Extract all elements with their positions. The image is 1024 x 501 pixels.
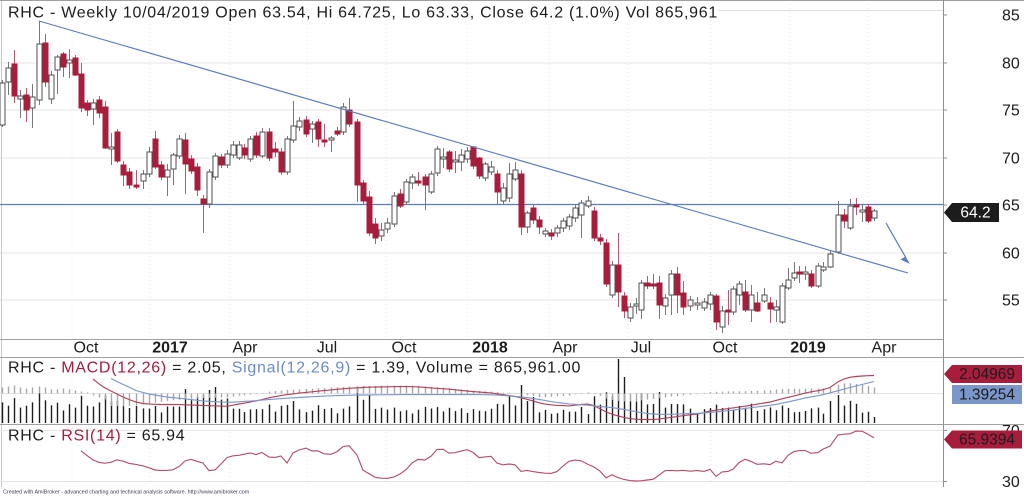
svg-text:Oct: Oct [74, 340, 99, 357]
svg-text:55: 55 [1002, 293, 1020, 310]
svg-text:Created with AmiBroker - advan: Created with AmiBroker - advanced charti… [3, 490, 250, 496]
svg-text:Apr: Apr [872, 340, 898, 357]
svg-text:80: 80 [1002, 56, 1020, 73]
svg-text:30: 30 [1002, 474, 1020, 491]
svg-text:RHC - RSI(14) = 65.94: RHC - RSI(14) = 65.94 [8, 428, 185, 445]
svg-text:RHC - Weekly 10/04/2019 Open 6: RHC - Weekly 10/04/2019 Open 63.54, Hi 6… [8, 5, 718, 22]
svg-text:75: 75 [1002, 103, 1020, 120]
svg-text:60: 60 [1002, 246, 1020, 263]
svg-text:Jul: Jul [631, 340, 651, 357]
svg-text:Apr: Apr [553, 340, 579, 357]
svg-text:RHC - MACD(12,26) = 2.05, Sign: RHC - MACD(12,26) = 2.05, Signal(12,26,9… [8, 360, 581, 377]
svg-text:2019: 2019 [790, 340, 826, 357]
svg-text:Apr: Apr [233, 340, 259, 357]
svg-text:65.9394: 65.9394 [959, 432, 1015, 449]
svg-text:64.2: 64.2 [960, 205, 990, 222]
svg-text:85: 85 [1002, 8, 1020, 25]
svg-text:2017: 2017 [152, 340, 188, 357]
svg-text:65: 65 [1002, 198, 1020, 215]
svg-text:2018: 2018 [472, 340, 508, 357]
svg-text:Oct: Oct [713, 340, 738, 357]
svg-text:70: 70 [1002, 151, 1020, 168]
svg-text:Jul: Jul [317, 340, 337, 357]
svg-text:Oct: Oct [392, 340, 417, 357]
svg-text:2.04969: 2.04969 [959, 366, 1015, 383]
svg-text:1.39254: 1.39254 [959, 387, 1015, 404]
